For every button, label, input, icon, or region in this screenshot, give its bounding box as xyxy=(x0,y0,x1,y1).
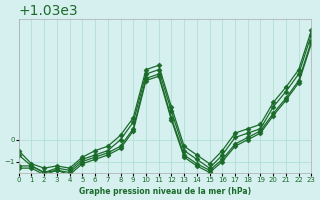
X-axis label: Graphe pression niveau de la mer (hPa): Graphe pression niveau de la mer (hPa) xyxy=(79,187,251,196)
